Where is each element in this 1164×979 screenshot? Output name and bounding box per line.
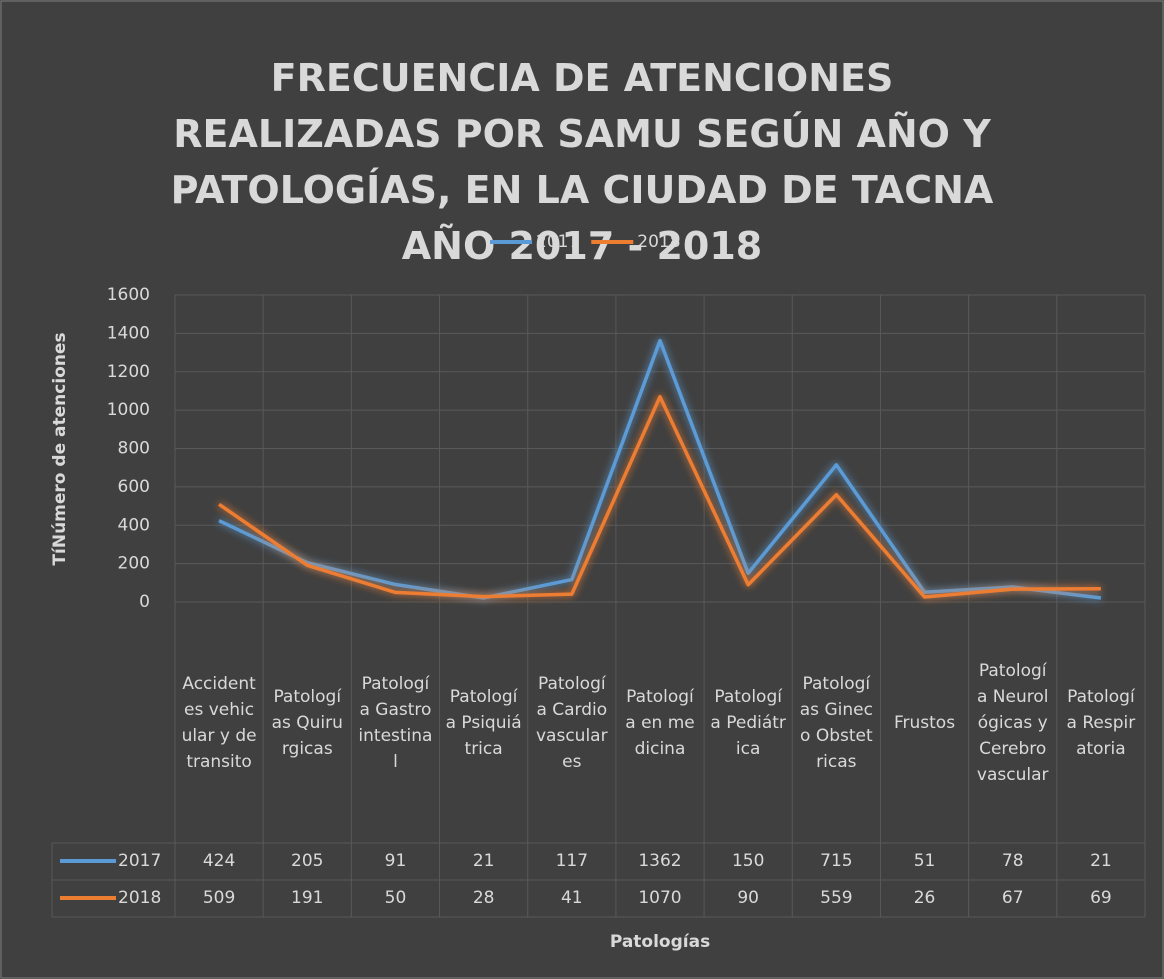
table-cell: 78 (1002, 851, 1024, 871)
table-cell: 559 (820, 888, 852, 908)
y-tick-label: 200 (118, 554, 150, 574)
y-tick-label: 1400 (107, 323, 150, 343)
table-cell: 191 (291, 888, 323, 908)
x-tick-label: Frustos (893, 712, 956, 733)
table-cell: 41 (561, 888, 583, 908)
y-tick-label: 800 (118, 439, 150, 459)
table-cell: 21 (1090, 851, 1112, 871)
table-cell: 51 (914, 851, 936, 871)
x-tick-label: Patología en medicina (625, 686, 695, 759)
x-tick-label: Patología Cardiovasculares (536, 673, 608, 772)
x-tick-label: Patología Respiratoria (1066, 686, 1136, 759)
x-tick-label: Patología Pediátrica (710, 686, 786, 759)
x-tick-label: Patología Psiquiátrica (445, 686, 522, 759)
x-tick-label: Accidentes vehicular y de transito (181, 673, 257, 772)
table-cell: 205 (291, 851, 323, 871)
series-line (218, 394, 1101, 599)
table-cell: 90 (737, 888, 759, 908)
table-row-label: 2017 (118, 851, 161, 871)
table-cell: 117 (556, 851, 588, 871)
table-cell: 509 (203, 888, 235, 908)
table-cell: 28 (473, 888, 495, 908)
x-tick-label: Patologías Quirurgicas (271, 686, 343, 759)
table-cell: 91 (385, 851, 407, 871)
table-cell: 715 (820, 851, 852, 871)
y-tick-label: 1200 (107, 362, 150, 382)
y-tick-label: 400 (118, 515, 150, 535)
table-cell: 424 (203, 851, 235, 871)
y-axis-title: TíNúmero de atenciones (50, 332, 70, 565)
chart-title-text: FRECUENCIA DE ATENCIONES REALIZADAS POR S… (171, 56, 994, 268)
table-row-label: 2018 (118, 888, 161, 908)
table-cell: 1070 (638, 888, 681, 908)
table-cell: 150 (732, 851, 764, 871)
y-tick-label: 1000 (107, 400, 150, 420)
x-tick-label: Patología Neurológicas y Cerebrovascular (976, 660, 1049, 785)
table-cell: 69 (1090, 888, 1112, 908)
x-tick-label: Patología Gastrointestinal (358, 673, 433, 772)
y-tick-label: 1600 (107, 285, 150, 305)
table-cell: 26 (914, 888, 936, 908)
y-tick-label: 0 (139, 592, 150, 612)
legend-label: 2018 (637, 232, 680, 252)
table-cell: 1362 (638, 851, 681, 871)
series-line (218, 338, 1102, 600)
table-cell: 21 (473, 851, 495, 871)
table-cell: 50 (385, 888, 407, 908)
table-cell: 67 (1002, 888, 1024, 908)
x-tick-label: Patologías Gineco Obstetricas (799, 673, 873, 772)
chart-title: FRECUENCIA DE ATENCIONES REALIZADAS POR S… (171, 56, 994, 268)
y-tick-label: 600 (118, 477, 150, 497)
legend-label: 2017 (536, 232, 579, 252)
x-axis-title: Patologías (610, 932, 710, 952)
